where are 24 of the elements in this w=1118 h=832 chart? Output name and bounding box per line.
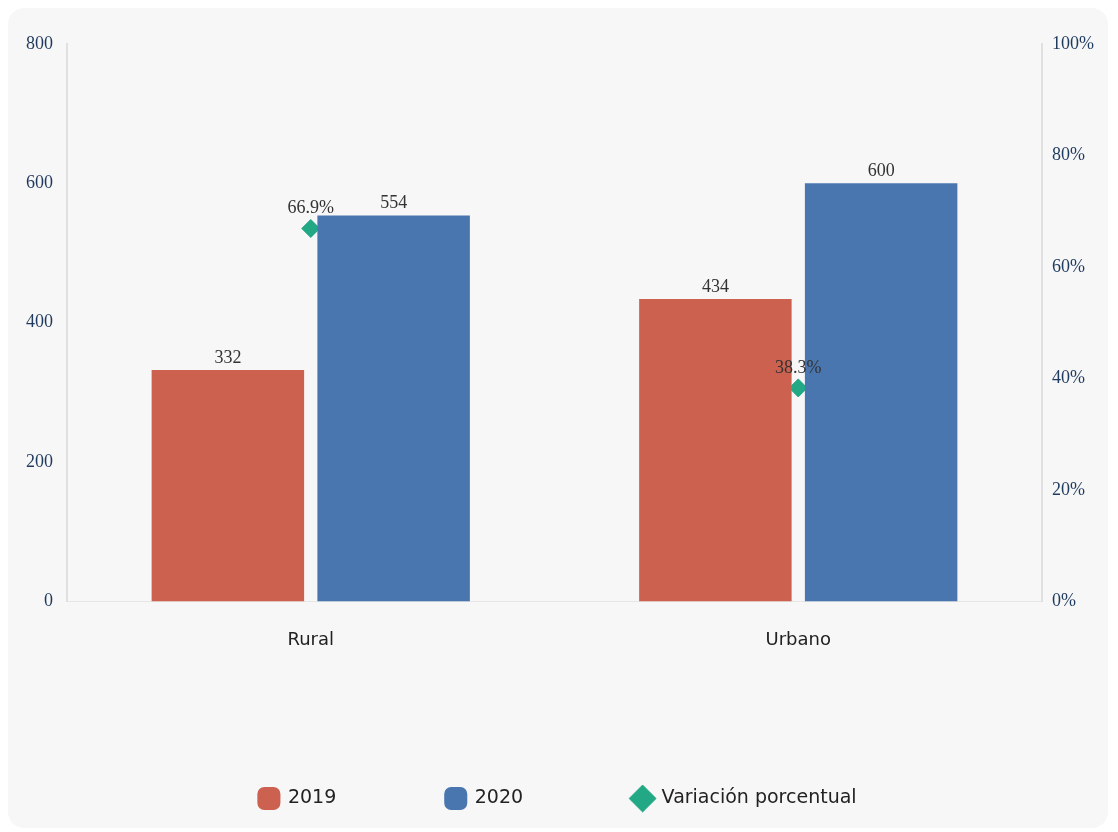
y2-tick-label: 100% xyxy=(1052,32,1095,53)
y2-tick-label: 20% xyxy=(1052,478,1086,499)
y2-tick-label: 80% xyxy=(1052,144,1086,165)
legend-label: Variación porcentual xyxy=(661,785,857,808)
bar xyxy=(151,370,305,602)
data-label: 554 xyxy=(380,192,408,213)
y-tick-label: 400 xyxy=(26,311,53,332)
y-tick-label: 600 xyxy=(26,172,53,193)
y-tick-label: 0 xyxy=(44,590,53,611)
bar xyxy=(317,215,470,602)
data-label: 434 xyxy=(701,275,729,296)
data-label: 600 xyxy=(867,160,895,181)
data-label: 38.3% xyxy=(775,356,822,377)
y2-tick-label: 60% xyxy=(1052,255,1086,276)
x-tick-label: Rural xyxy=(287,627,335,649)
x-tick-label: Urbano xyxy=(765,627,831,649)
y-tick-label: 200 xyxy=(26,450,53,471)
legend-label: 2020 xyxy=(474,785,524,808)
y-tick-label: 800 xyxy=(26,32,53,53)
y2-tick-label: 0% xyxy=(1052,590,1077,611)
data-label: 332 xyxy=(214,346,242,367)
data-label: 66.9% xyxy=(287,197,334,218)
legend-label: 2019 xyxy=(287,785,337,808)
y2-tick-label: 40% xyxy=(1052,367,1086,388)
